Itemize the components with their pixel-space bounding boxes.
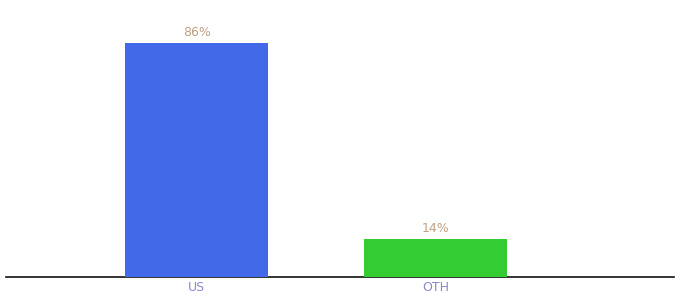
Bar (364, 238, 507, 277)
Text: 14%: 14% (422, 222, 449, 235)
Text: 86%: 86% (183, 26, 211, 39)
Bar (125, 44, 269, 277)
